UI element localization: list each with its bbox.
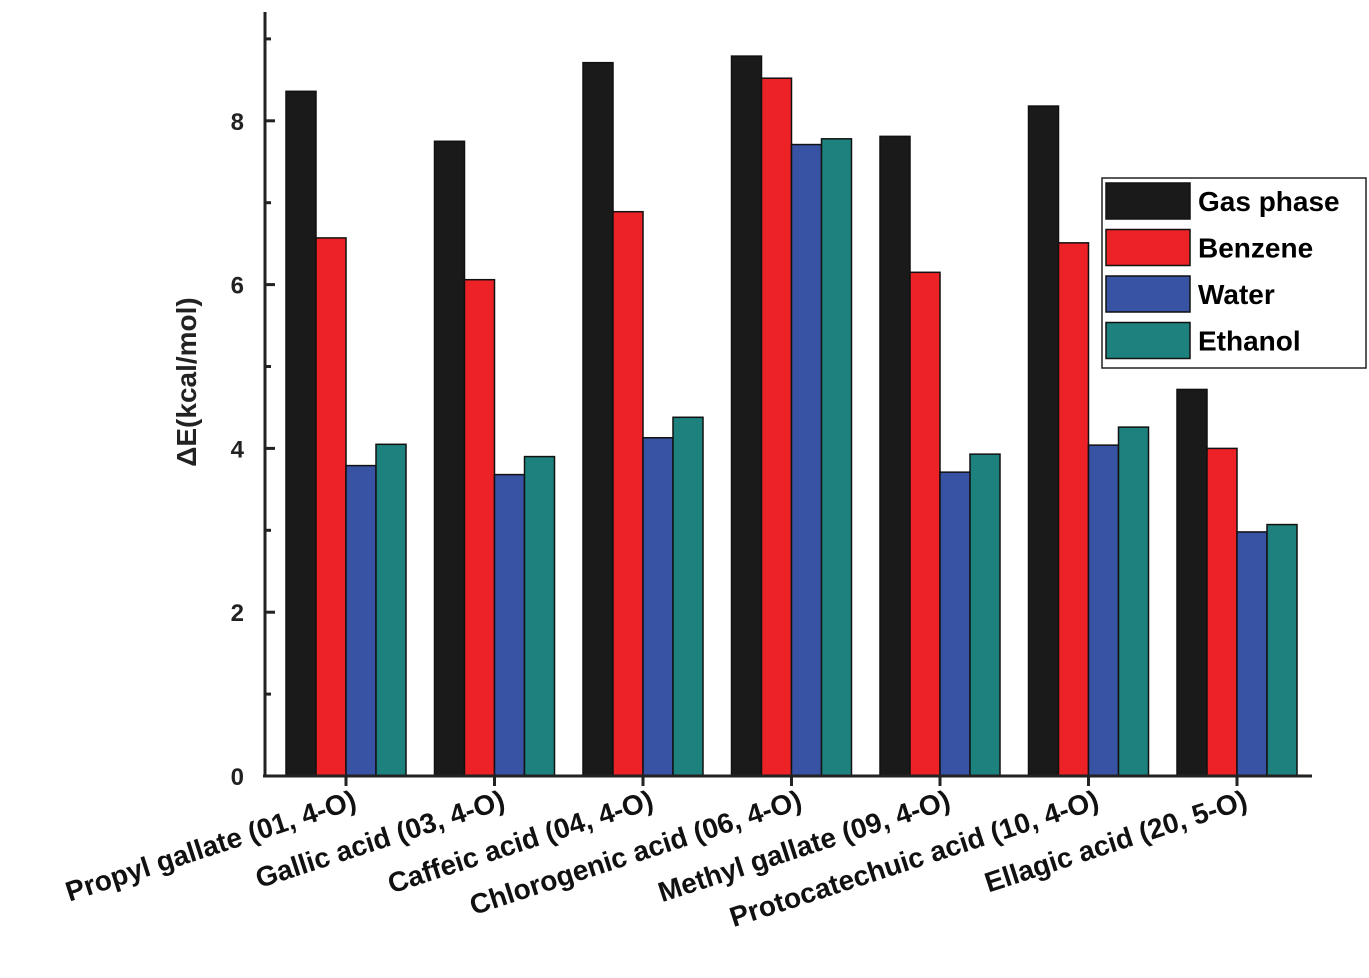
legend: Gas phase Benzene Water Ethanol: [1101, 177, 1367, 369]
bar-ethanol-6: [1117, 426, 1150, 777]
legend-swatch: [1105, 228, 1191, 267]
bar-benzene-4: [760, 77, 793, 777]
y-axis-title: ΔE(kcal/mol): [171, 297, 202, 467]
bar-gas-phase-2: [433, 140, 466, 777]
bar-gas-phase-5: [879, 135, 911, 777]
bar-benzene-6: [1057, 242, 1090, 777]
bar-water-1: [345, 464, 377, 777]
bar-benzene-2: [463, 278, 496, 777]
bar-gas-phase-1: [285, 90, 317, 777]
bar-gas-phase-7: [1176, 388, 1208, 777]
bar-water-2: [493, 473, 526, 777]
legend-swatch: [1105, 321, 1191, 360]
bar-ethanol-5: [969, 453, 1001, 777]
bar-gas-phase-3: [582, 61, 614, 777]
bar-ethanol-1: [375, 443, 407, 777]
bar-water-7: [1236, 531, 1268, 777]
bar-gas-phase-4: [730, 55, 763, 777]
category-label: Gallic acid (03, 4-O): [252, 784, 509, 894]
bar-benzene-5: [909, 271, 941, 777]
legend-label: Water: [1198, 279, 1275, 310]
bars-group: [285, 55, 1298, 777]
bar-water-6: [1087, 444, 1120, 777]
bar-gas-phase-6: [1027, 105, 1060, 777]
y-tick-label: 2: [231, 600, 244, 627]
legend-swatch: [1105, 275, 1191, 313]
legend-label: Ethanol: [1198, 326, 1301, 357]
y-tick-label: 6: [231, 273, 244, 300]
bar-water-4: [790, 143, 823, 777]
y-tick-label: 4: [231, 436, 245, 463]
axes-group: [263, 12, 1312, 778]
bar-ethanol-7: [1266, 523, 1298, 777]
y-tick-label: 8: [231, 109, 244, 136]
legend-label: Gas phase: [1198, 186, 1340, 217]
ticks-group: 0 2 4 6 8: [231, 37, 1239, 791]
category-labels-group: Propyl gallate (01, 4-O)Gallic acid (03,…: [62, 784, 1251, 933]
legend-swatch: [1105, 182, 1191, 220]
bar-ethanol-2: [523, 455, 556, 777]
bar-benzene-3: [612, 210, 644, 777]
bar-water-3: [642, 437, 674, 777]
bar-ethanol-3: [672, 416, 704, 777]
bar-water-5: [939, 471, 971, 777]
bar-ethanol-4: [820, 138, 853, 777]
y-tick-label: 0: [231, 764, 244, 791]
category-label: Ellagic acid (20, 5-O): [981, 784, 1251, 898]
bar-benzene-1: [315, 237, 347, 777]
legend-label: Benzene: [1198, 233, 1313, 264]
bar-benzene-7: [1206, 447, 1238, 777]
